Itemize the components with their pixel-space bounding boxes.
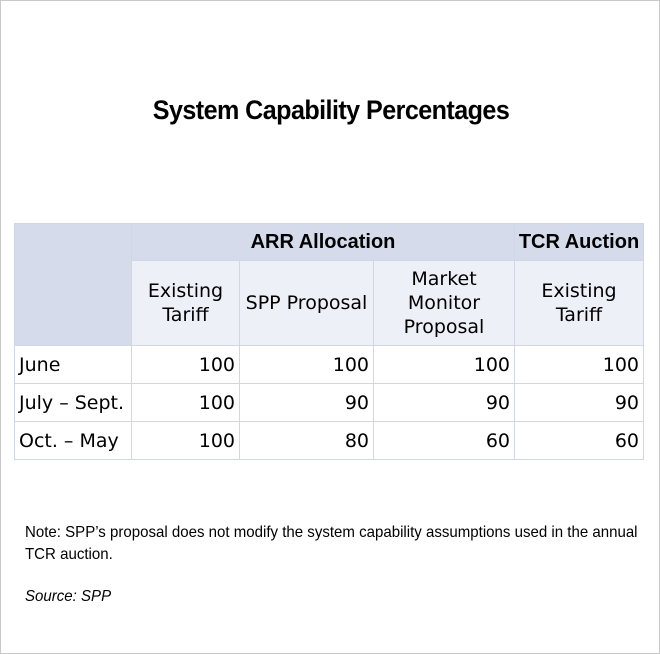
row-label: Oct. – May [14,421,132,460]
figure-title: System Capability Percentages [152,95,510,125]
table-cell: 100 [239,345,374,384]
table-cell: 100 [131,383,240,422]
table-cell: 90 [373,383,515,422]
col-label-line: Existing [541,280,617,302]
col-label-line: SPP Proposal [245,292,368,314]
sub-header-row: Existing Tariff SPP Proposal Market Moni… [15,260,644,346]
col-existing-tariff-arr: Existing Tariff [131,260,240,346]
col-existing-tariff-tcr: Existing Tariff [514,260,644,346]
table-cell: 90 [514,383,644,422]
table-cell: 60 [514,421,644,460]
col-label-line: Existing [147,280,224,302]
table-cell: 80 [239,421,374,460]
row-label: June [14,345,132,384]
corner-cell [14,223,132,346]
arr-allocation-header: ARR Allocation [131,223,515,261]
group-header-row: ARR Allocation TCR Auction [14,223,644,346]
table-cell: 90 [239,383,374,422]
footnote: Note: SPP’s proposal does not modify the… [25,524,638,563]
table-cell: 100 [514,345,644,384]
tcr-auction-header: TCR Auction [514,223,644,261]
col-label-line: Monitor [407,292,481,314]
table-cell: 60 [373,421,515,460]
col-market-monitor-proposal: Market Monitor Proposal [373,260,515,346]
col-label-line: Tariff [162,304,209,326]
table-cell: 100 [131,421,240,460]
col-label-line: Market [411,268,477,290]
col-label-line: Tariff [555,304,603,326]
table-row: Oct. – May 100 80 60 60 [14,421,644,460]
table-cell: 100 [373,345,515,384]
table-row: June 100 100 100 100 [14,345,644,384]
col-label-line: Proposal [403,316,485,338]
source-note: Source: SPP [25,588,112,605]
table-row: July – Sept. 100 90 90 90 [14,383,644,422]
col-spp-proposal: SPP Proposal [239,260,374,346]
table-cell: 100 [131,345,240,384]
row-label: July – Sept. [14,383,132,422]
capability-table: ARR Allocation TCR Auction Existing Tari… [14,223,644,460]
